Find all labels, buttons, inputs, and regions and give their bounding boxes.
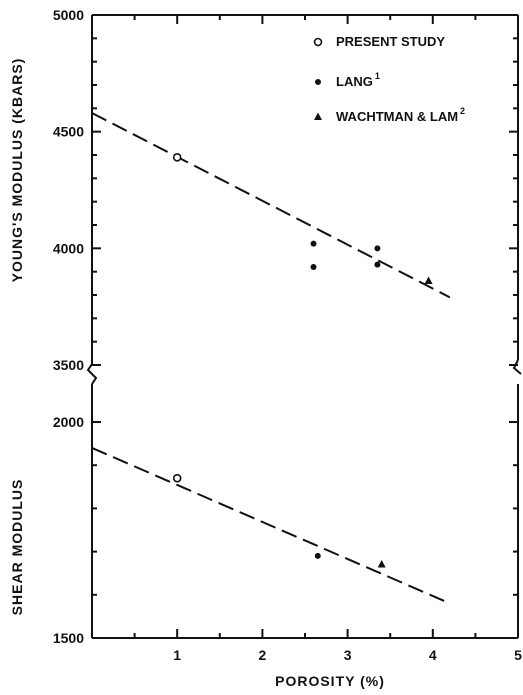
y-tick-label-young: 4500	[53, 124, 84, 140]
shear-modulus-axis-title: SHEAR MODULUS	[9, 479, 25, 616]
young-modulus-axis-title: YOUNG'S MODULUS (KBARS)	[9, 58, 25, 283]
x-tick-label: 3	[344, 647, 352, 663]
legend-superscript: 1	[375, 71, 380, 81]
y-tick-label-shear: 2000	[53, 414, 84, 430]
data-points	[172, 153, 433, 568]
axis-break-right	[512, 359, 522, 375]
shear-data-point	[172, 473, 182, 483]
shear-data-point	[314, 552, 321, 559]
legend-marker	[315, 79, 321, 85]
young-fit-line	[91, 112, 451, 299]
young-data-point	[374, 245, 381, 252]
young-data-point	[310, 264, 317, 270]
legend-label: LANG 1	[336, 71, 380, 89]
porosity-axis-title: POROSITY (%)	[275, 673, 385, 689]
x-tick-label: 2	[259, 647, 267, 663]
young-data-point	[424, 276, 433, 284]
x-tick-label: 1	[173, 647, 181, 663]
fit-lines	[91, 112, 451, 605]
legend-label: WACHTMAN & LAM 2	[336, 106, 465, 124]
shear-data-point	[377, 560, 386, 568]
legend-marker	[314, 112, 322, 120]
legend: PRESENT STUDY LANG 1 WACHTMAN & LAM 2	[313, 34, 465, 124]
y-tick-label-young: 5000	[53, 7, 84, 23]
y-tick-label-young: 3500	[53, 357, 84, 373]
y-tick-label-shear: 1500	[53, 630, 84, 646]
young-data-point	[310, 240, 317, 247]
legend-superscript: 2	[460, 106, 465, 116]
legend-marker	[313, 37, 323, 47]
y-tick-label-young: 4000	[53, 240, 84, 256]
x-tick-label: 4	[429, 647, 437, 663]
young-data-point	[172, 153, 182, 162]
young-data-point	[374, 261, 381, 268]
axis-break-left	[86, 363, 98, 385]
tick-labels: 3500 4000 4500 5000 1500 2000 1 2 3 4 5	[53, 7, 522, 663]
x-tick-label: 5	[514, 647, 522, 663]
axis-ticks	[91, 14, 519, 639]
legend-label: PRESENT STUDY	[336, 34, 445, 49]
shear-fit-line	[91, 447, 451, 605]
